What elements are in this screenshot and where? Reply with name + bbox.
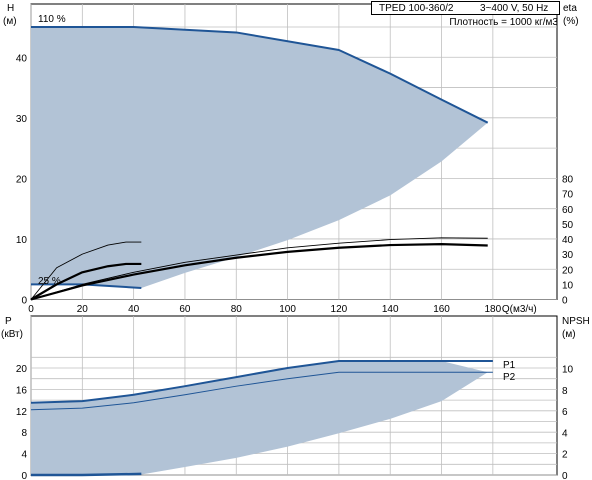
curve-label-110: 110 % <box>38 14 66 25</box>
eta-tick-label: 40 <box>562 235 574 246</box>
q-tick-label: 60 <box>179 304 191 315</box>
npsh-tick-label: 8 <box>562 386 568 397</box>
h-tick-label: 30 <box>16 114 28 125</box>
npsh-axis-name: NPSH <box>562 316 590 327</box>
p-tick-label: 0 <box>21 471 27 480</box>
eta-tick-label: 70 <box>562 190 574 201</box>
eta-curve-max-thick <box>30 243 488 301</box>
p-axis-unit: (кВт) <box>1 329 23 340</box>
p-tick-label: 16 <box>16 385 28 396</box>
eta-tick-label: 10 <box>562 280 574 291</box>
power-curve-p1 <box>30 360 493 404</box>
eta-tick-label: 30 <box>562 250 574 261</box>
h-tick-label: 40 <box>16 53 28 64</box>
p-tick-label: 20 <box>16 364 28 375</box>
h-tick-label: 20 <box>16 174 28 185</box>
pump-model: TPED 100-360/2 <box>379 3 454 14</box>
npsh-tick-label: 6 <box>562 407 568 418</box>
npsh-tick-label: 4 <box>562 428 568 439</box>
q-tick-label: 120 <box>331 304 348 315</box>
eta-tick-label: 20 <box>562 265 574 276</box>
eta-tick-label: 50 <box>562 220 574 231</box>
npsh-tick-label: 2 <box>562 450 568 461</box>
p-axis-name: P <box>5 316 12 327</box>
q-tick-label: 180 <box>485 304 502 315</box>
q-tick-label: 100 <box>279 304 296 315</box>
eta-axis-name: eta <box>563 3 577 14</box>
pump-power: 3~400 V, 50 Hz <box>480 3 549 14</box>
npsh-axis-unit: (м) <box>562 329 576 340</box>
eta-tick-label: 60 <box>562 205 574 216</box>
bottom-working-area <box>31 361 488 475</box>
npsh-tick-label: 0 <box>562 471 568 480</box>
q-tick-label: 40 <box>128 304 140 315</box>
eta-tick-label: 0 <box>562 296 568 307</box>
p1-label: P1 <box>503 360 516 371</box>
p2-label: P2 <box>503 372 516 383</box>
npsh-curve <box>31 472 142 477</box>
q-tick-label: 140 <box>382 304 399 315</box>
q-tick-label: 80 <box>231 304 243 315</box>
npsh-tick-label: 10 <box>562 365 574 376</box>
eta-tick-label: 80 <box>562 175 574 186</box>
q-tick-label: 160 <box>433 304 450 315</box>
q-axis-label: Q(м3/ч) <box>502 304 537 315</box>
fluid-density: Плотность = 1000 кг/м3 <box>449 17 558 28</box>
h-tick-label: 10 <box>16 235 28 246</box>
curve-label-25: 25 % <box>38 276 61 287</box>
head-curve-110 <box>31 26 489 124</box>
q-tick-label: 20 <box>77 304 89 315</box>
eta-curve-mid <box>30 262 142 301</box>
eta-curve-min <box>30 241 142 300</box>
q-tick-label: 0 <box>28 304 34 315</box>
power-curve-p2 <box>30 371 493 411</box>
h-axis-name: H <box>7 3 14 14</box>
p-tick-label: 12 <box>16 407 28 418</box>
eta-curve-max-thin <box>30 237 488 300</box>
h-tick-label: 0 <box>21 296 27 307</box>
h-axis-unit: (м) <box>3 16 17 27</box>
p-tick-label: 4 <box>21 450 27 461</box>
p-tick-label: 8 <box>21 428 27 439</box>
top-working-area <box>31 27 488 288</box>
eta-axis-unit: (%) <box>563 16 579 27</box>
pump-info-box: TPED 100-360/2 3~400 V, 50 Hz <box>371 1 560 15</box>
